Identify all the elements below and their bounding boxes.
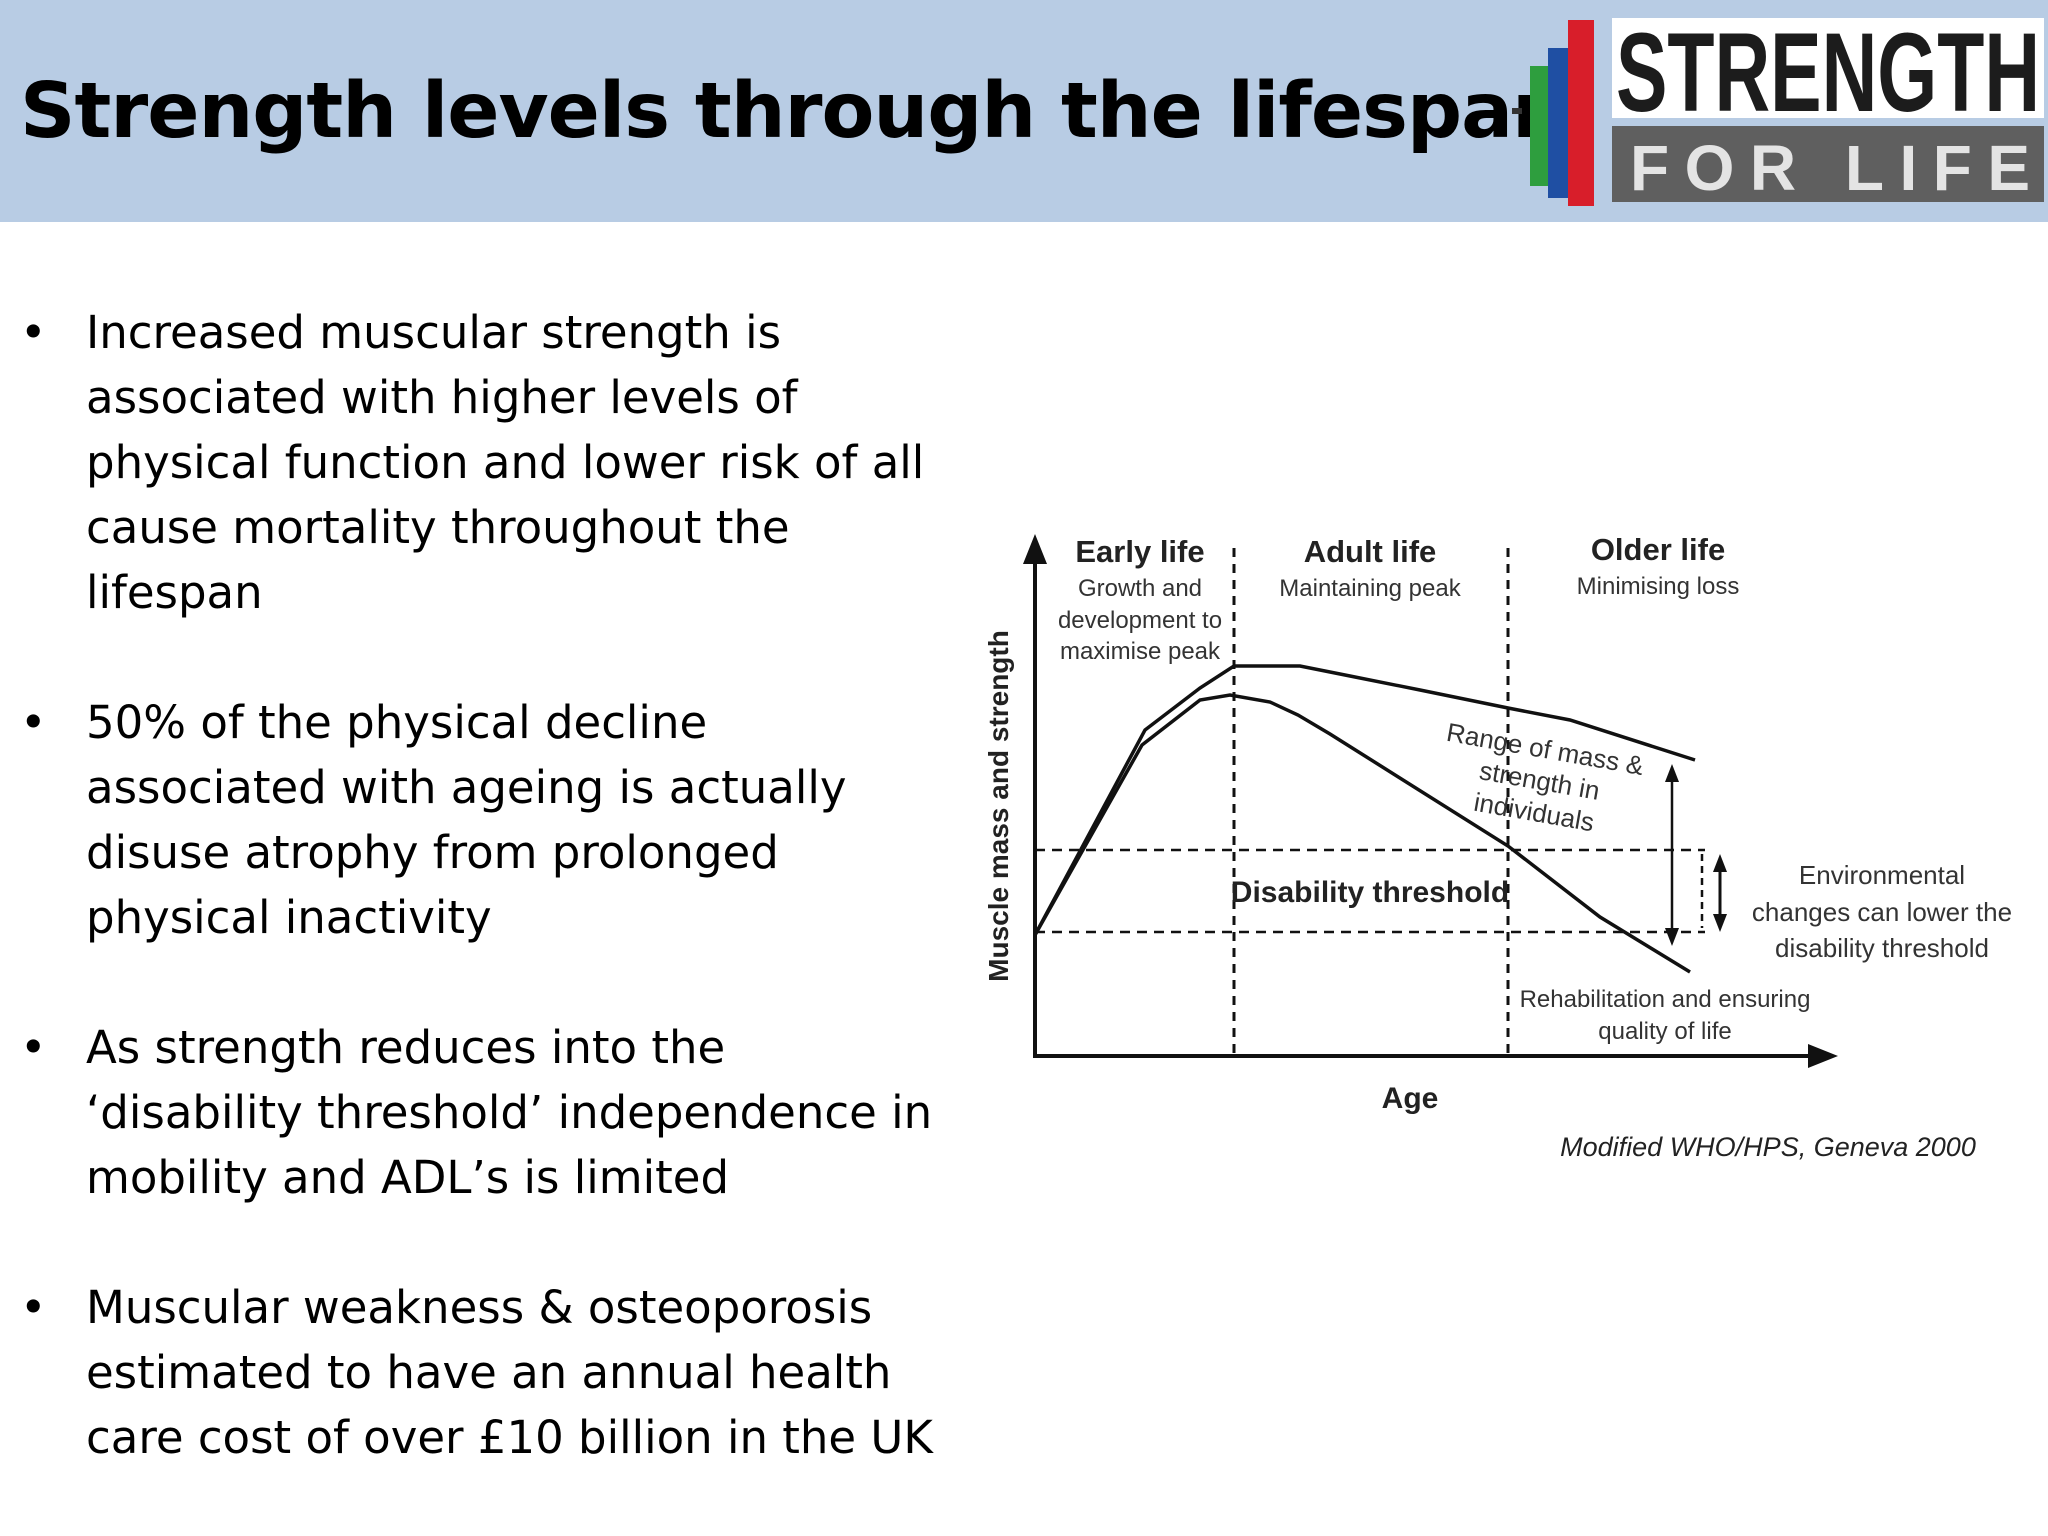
bullet-text: As strength reduces into the ‘disability…	[86, 1021, 933, 1204]
x-axis-arrowhead	[1808, 1044, 1838, 1068]
bullet-dot: •	[20, 1281, 47, 1334]
phase-early-line-2: development to	[1058, 607, 1222, 634]
bullet-item: • Increased muscular strength is associat…	[16, 300, 956, 625]
bullet-item: • Muscular weakness & osteoporosis estima…	[16, 1275, 956, 1470]
phase-early-line-1: Growth and	[1078, 575, 1202, 602]
environment-label-line-1: Environmental	[1799, 860, 1965, 890]
range-arrow-down-head	[1665, 928, 1679, 946]
phase-adult-title: Adult life	[1304, 534, 1437, 569]
rehab-label-line-2: quality of life	[1598, 1018, 1731, 1045]
upper-strength-curve	[1033, 664, 1696, 936]
disability-threshold-label: Disability threshold	[1231, 876, 1509, 909]
phase-early-line-3: maximise peak	[1060, 638, 1221, 665]
x-axis-label: Age	[1382, 1082, 1439, 1115]
bullet-dot: •	[20, 1021, 47, 1074]
y-axis-label: Muscle mass and strength	[983, 630, 1014, 982]
logo-bar-green	[1530, 66, 1550, 186]
environment-arrow-up-head	[1713, 854, 1727, 872]
lower-strength-curve	[1033, 693, 1691, 974]
logo-top-band	[1612, 18, 2044, 118]
bullet-text: Muscular weakness & osteoporosis estimat…	[86, 1281, 933, 1464]
bullet-item: • 50% of the physical decline associated …	[16, 690, 956, 950]
environment-label-line-3: disability threshold	[1775, 933, 1989, 963]
slide-title: Strength levels through the lifespan	[20, 67, 1567, 156]
logo-bar-blue	[1548, 48, 1570, 198]
bullet-text: Increased muscular strength is associate…	[86, 306, 925, 619]
phase-early-title: Early life	[1075, 534, 1204, 569]
range-label-group: Range of mass & strength in individuals	[1444, 717, 1646, 837]
source-citation: Modified WHO/HPS, Geneva 2000	[1560, 1132, 1976, 1162]
range-arrow-up-head	[1665, 764, 1679, 782]
lifespan-strength-diagram: Early life Growth and development to max…	[983, 532, 2012, 1162]
logo-bar-handle	[1512, 108, 1522, 114]
environment-arrow-down-head	[1713, 914, 1727, 932]
environment-label-line-2: changes can lower the	[1752, 897, 2012, 927]
slide-header: Strength levels through the lifespan STR…	[0, 0, 2048, 222]
phase-adult-line-1: Maintaining peak	[1279, 575, 1461, 602]
y-axis-arrowhead	[1023, 534, 1047, 564]
strength-for-life-logo: STRENGTH FOR LIFE	[1512, 14, 2044, 206]
bullet-text: 50% of the physical decline associated w…	[86, 696, 847, 944]
bullet-dot: •	[20, 306, 47, 359]
phase-older-title: Older life	[1591, 532, 1725, 567]
bullet-list: • Increased muscular strength is associat…	[16, 300, 956, 1535]
logo-text-strength: STRENGTH	[1616, 14, 2040, 135]
rehab-label-line-1: Rehabilitation and ensuring	[1520, 986, 1811, 1013]
phase-older-line-1: Minimising loss	[1577, 573, 1740, 600]
bullet-dot: •	[20, 696, 47, 749]
logo-bar-red	[1568, 20, 1594, 206]
bullet-item: • As strength reduces into the ‘disabilit…	[16, 1015, 956, 1210]
logo-bottom-band	[1612, 126, 2044, 202]
